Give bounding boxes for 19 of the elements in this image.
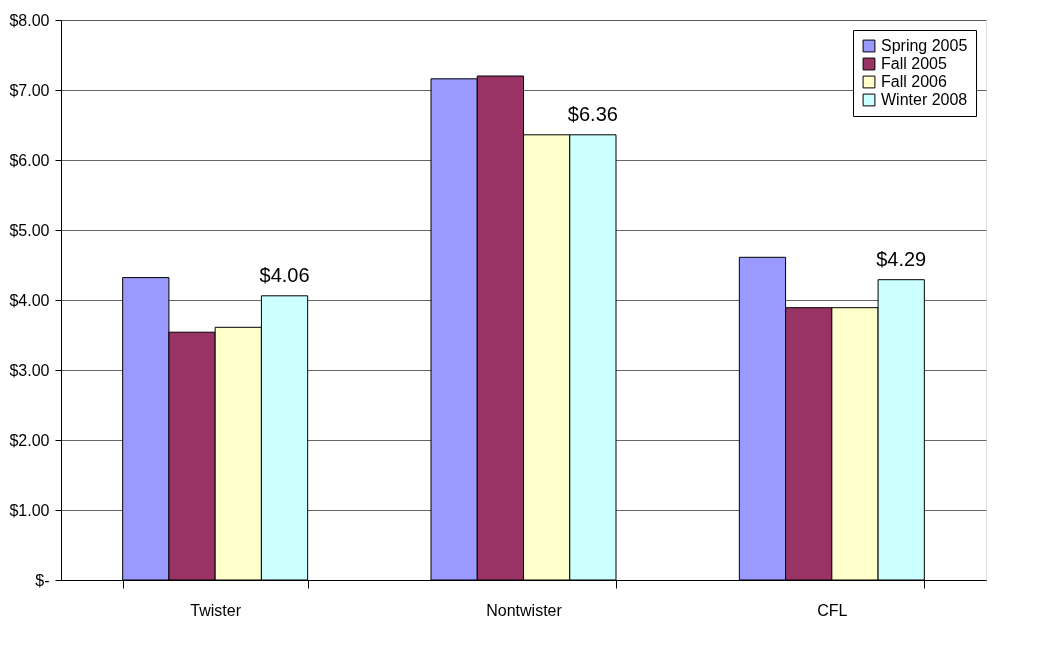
data-label: $4.29	[876, 247, 927, 270]
data-label: $6.36	[567, 102, 618, 125]
data-label: $4.06	[259, 263, 310, 286]
legend-label: Spring 2005	[881, 37, 968, 54]
y-tick-label: $4.00	[9, 291, 50, 309]
y-tick-label: $3.00	[9, 361, 50, 379]
y-tick-label: $2.00	[9, 431, 50, 449]
legend-label: Fall 2006	[881, 73, 947, 90]
x-tick-label: Twister	[190, 601, 242, 619]
y-tick-label: $8.00	[9, 11, 50, 29]
y-tick-label: $6.00	[9, 151, 50, 169]
x-tick-label: CFL	[817, 601, 848, 619]
legend-label: Winter 2008	[881, 91, 968, 108]
x-tick-label: Nontwister	[486, 601, 563, 619]
legend-label: Fall 2005	[881, 55, 947, 72]
y-tick-label: $-	[35, 571, 50, 589]
y-tick-label: $7.00	[9, 81, 50, 99]
y-tick-label: $1.00	[9, 501, 50, 519]
y-tick-label: $5.00	[9, 221, 50, 239]
